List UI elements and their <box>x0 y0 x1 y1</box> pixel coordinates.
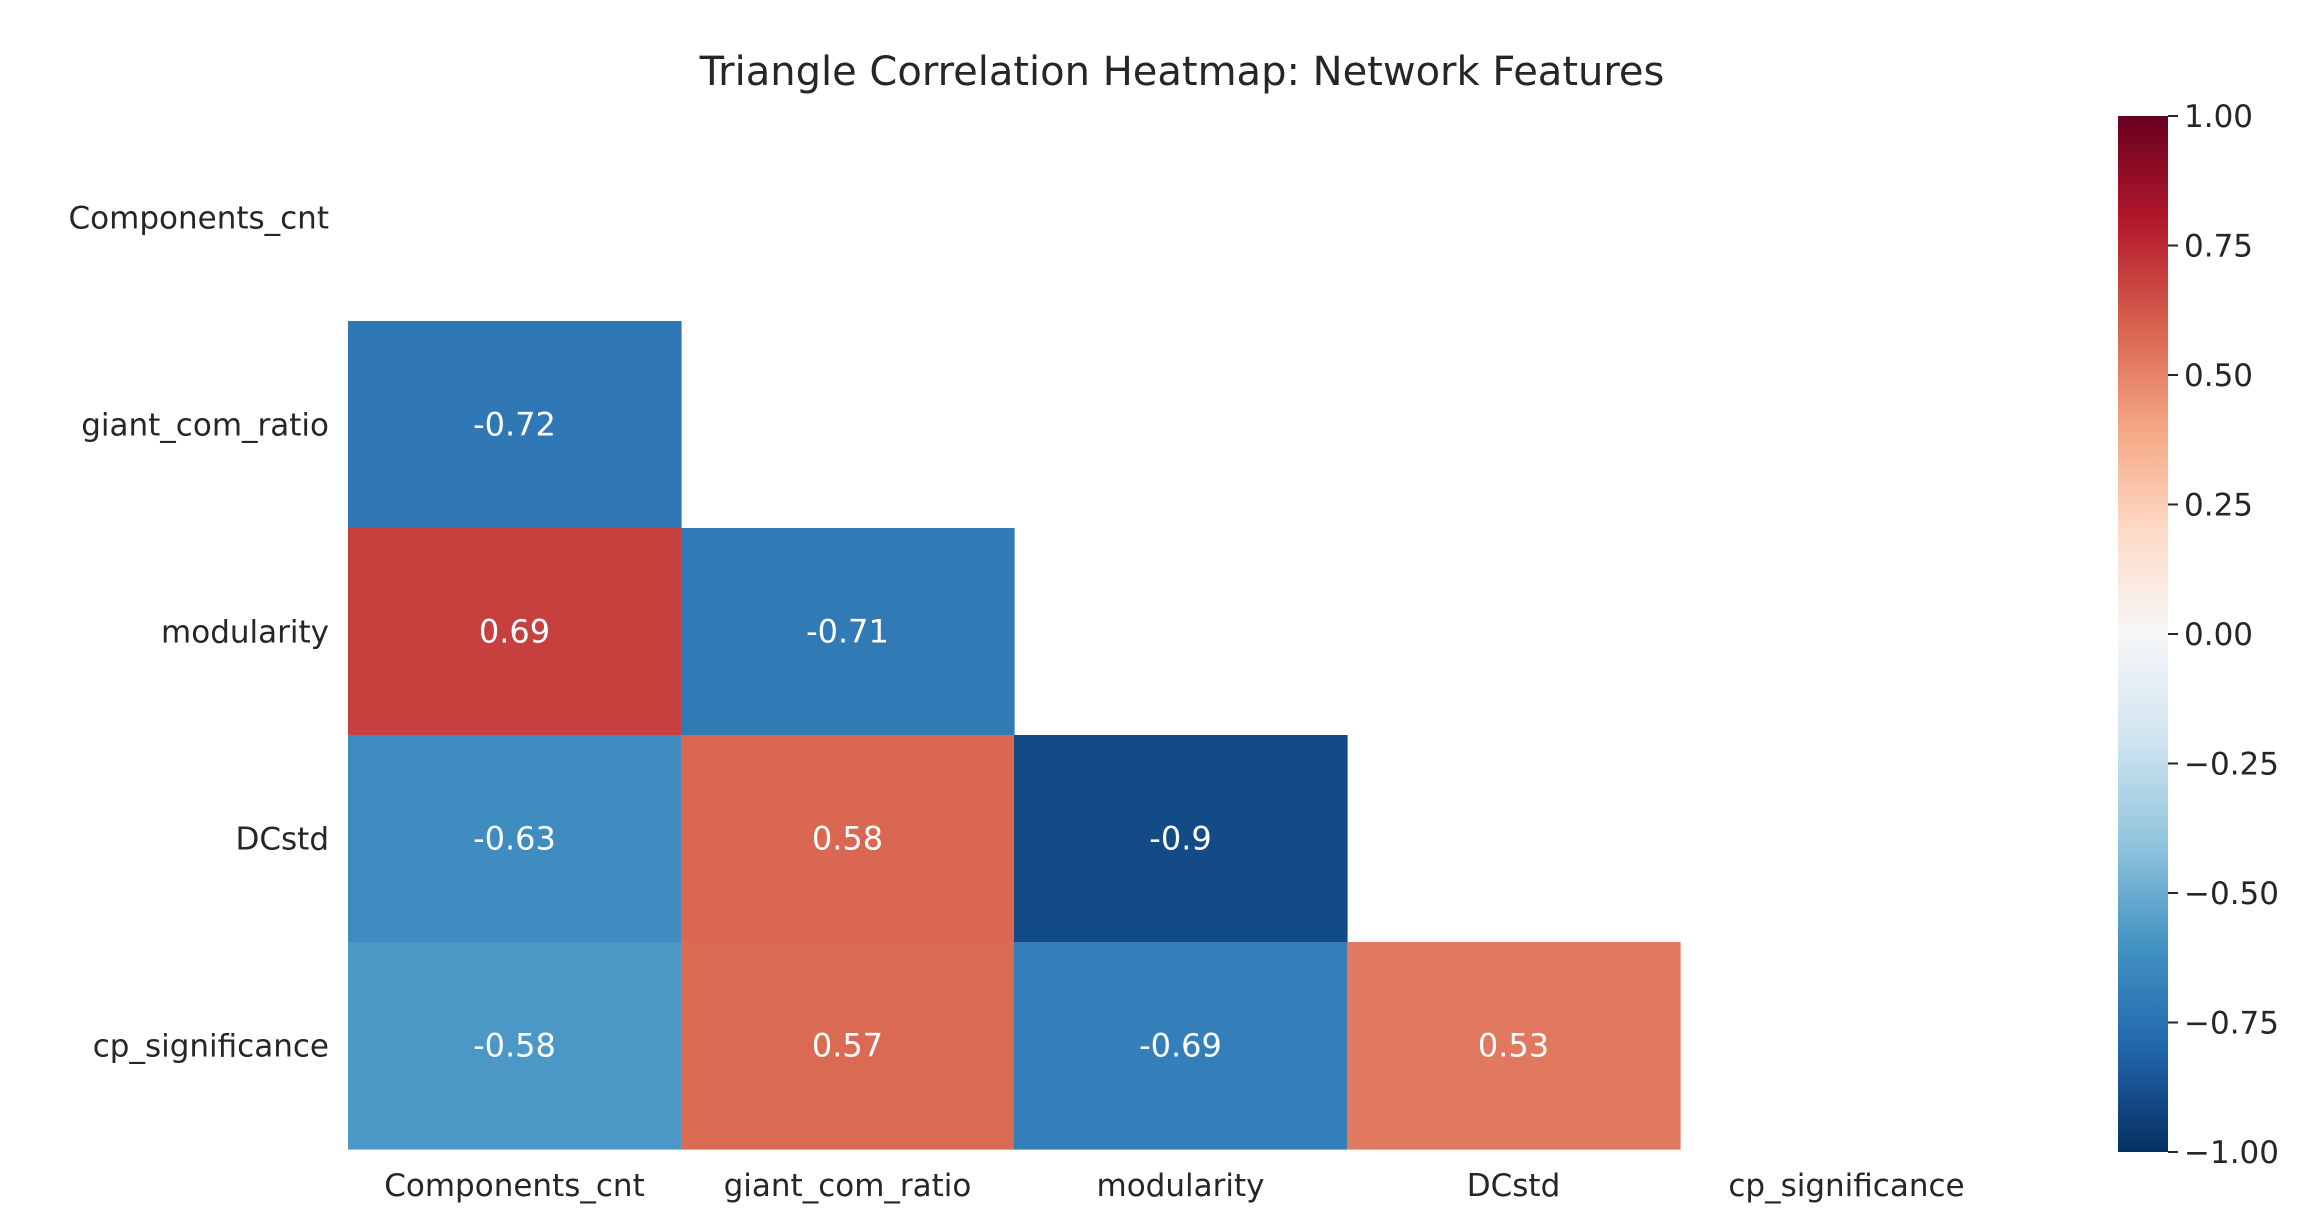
x-tick-label: cp_significance <box>1728 1168 1964 1204</box>
colorbar-tick-label: −0.50 <box>2184 876 2279 912</box>
heatmap-cell-value: 0.69 <box>479 613 550 651</box>
heatmap-cell-rect <box>681 735 1015 943</box>
heatmap-cell: 0.69 <box>348 528 682 736</box>
y-tick-label: cp_significance <box>93 1029 329 1065</box>
y-tick-label: Components_cnt <box>69 201 329 237</box>
heatmap-cell-value: -0.58 <box>473 1027 556 1065</box>
y-tick-label: DCstd <box>236 822 330 858</box>
heatmap-cell-value: -0.71 <box>806 613 889 651</box>
heatmap-cell-value: -0.69 <box>1139 1027 1222 1065</box>
heatmap-cell: 0.57 <box>681 942 1015 1150</box>
heatmap-cell-value: 0.57 <box>812 1027 883 1065</box>
heatmap-cell-value: -0.9 <box>1149 820 1211 858</box>
colorbar-tick-label: −0.25 <box>2184 747 2279 783</box>
heatmap-cell-rect <box>348 942 682 1150</box>
heatmap-cell-rect <box>348 735 682 943</box>
colorbar-tick-label: 0.00 <box>2184 617 2253 653</box>
heatmap-cell-rect <box>681 942 1015 1150</box>
heatmap-cell: -0.71 <box>681 528 1015 736</box>
heatmap-cell-rect <box>1014 735 1348 943</box>
heatmap-cell-rect <box>348 321 682 529</box>
colorbar-tick-label: −1.00 <box>2184 1135 2279 1171</box>
heatmap-cell-value: -0.72 <box>473 406 556 444</box>
colorbar-gradient <box>2118 116 2168 1152</box>
y-tick-label: modularity <box>161 615 329 651</box>
colorbar-tick-label: 0.75 <box>2184 229 2253 265</box>
colorbar-tick-label: 1.00 <box>2184 99 2253 135</box>
colorbar-tick-label: 0.50 <box>2184 358 2253 394</box>
heatmap-cell-rect <box>1347 942 1681 1150</box>
colorbar-tick-label: −0.75 <box>2184 1006 2279 1042</box>
heatmap-cell: 0.53 <box>1347 942 1681 1150</box>
heatmap-cell: -0.9 <box>1014 735 1348 943</box>
x-tick-label: modularity <box>1097 1168 1265 1204</box>
heatmap-cell-value: -0.63 <box>473 820 556 858</box>
heatmap-cell-rect <box>1014 942 1348 1150</box>
heatmap-cell-rect <box>348 528 682 736</box>
heatmap-cell: 0.58 <box>681 735 1015 943</box>
colorbar: 1.00 0.75 0.50 0.25 0.00 −0.25 −0.50 −0.75 −1.00 <box>2118 99 2279 1171</box>
x-tick-label: Components_cnt <box>384 1168 644 1204</box>
heatmap-cells: -0.72 0.69 -0.71 -0.63 0.58 -0.9 -0.58 0.57 -0.6… <box>348 321 1681 1150</box>
x-axis-tick-labels: Components_cnt giant_com_ratio modularity D… <box>384 1168 1964 1204</box>
heatmap-cell: -0.63 <box>348 735 682 943</box>
heatmap-cell-value: 0.58 <box>812 820 883 858</box>
y-axis-tick-labels: Components_cnt giant_com_ratio modularity D… <box>69 201 329 1065</box>
y-tick-label: giant_com_ratio <box>81 408 329 444</box>
chart-title: Triangle Correlation Heatmap: Network Fe… <box>699 49 1665 95</box>
colorbar-tick-label: 0.25 <box>2184 488 2253 524</box>
heatmap-cell: -0.72 <box>348 321 682 529</box>
x-tick-label: DCstd <box>1467 1168 1561 1204</box>
heatmap-cell-value: 0.53 <box>1478 1027 1549 1065</box>
heatmap-cell-rect <box>681 528 1015 736</box>
heatmap-cell: -0.58 <box>348 942 682 1150</box>
x-tick-label: giant_com_ratio <box>724 1168 972 1204</box>
heatmap-cell: -0.69 <box>1014 942 1348 1150</box>
